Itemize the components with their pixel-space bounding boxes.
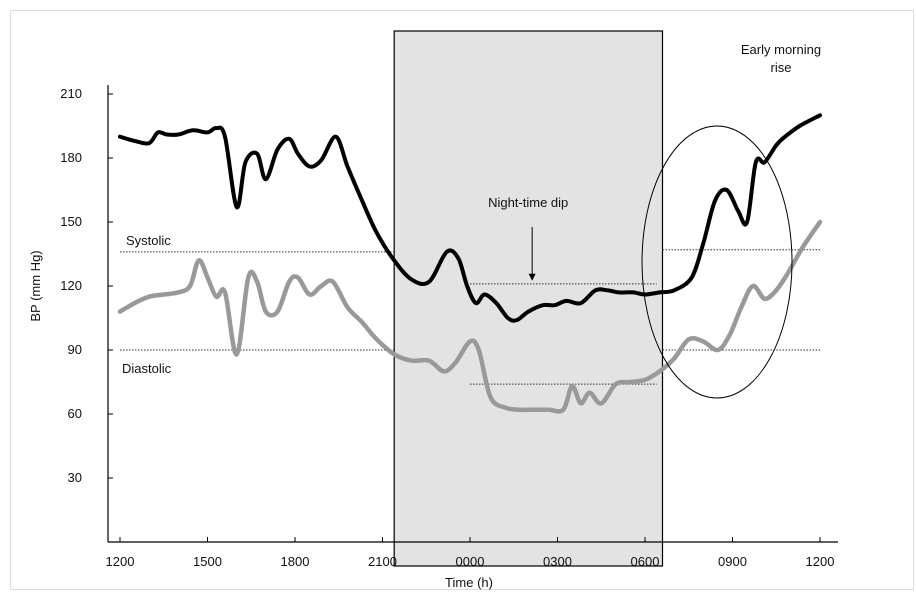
diastolic-series-line bbox=[117, 219, 823, 414]
systolic-series-line bbox=[118, 113, 822, 323]
y-tick-label: 150 bbox=[60, 214, 82, 229]
x-tick-label: 1200 bbox=[106, 554, 135, 569]
y-tick-label: 120 bbox=[60, 278, 82, 293]
axes: 30 60 90 120 150 180 210 1200 1500 1800 2100 0000 03… bbox=[60, 85, 838, 569]
y-tick-label: 210 bbox=[60, 86, 82, 101]
night-time-dip-arrowhead bbox=[528, 273, 536, 281]
diastolic-label: Diastolic bbox=[122, 361, 172, 376]
early-morning-label-line2: rise bbox=[771, 60, 792, 75]
x-tick-label: 1200 bbox=[806, 554, 835, 569]
x-tick-label: 0300 bbox=[543, 554, 572, 569]
early-morning-ellipse bbox=[641, 125, 793, 399]
night-time-dip-label: Night-time dip bbox=[488, 195, 568, 210]
x-tick-label: 0600 bbox=[631, 554, 660, 569]
early-morning-label-line1: Early morning bbox=[741, 42, 821, 57]
x-tick-label: 2100 bbox=[368, 554, 397, 569]
x-tick-label: 1800 bbox=[281, 554, 310, 569]
y-axis-title: BP (mm Hg) bbox=[28, 250, 43, 321]
y-tick-label: 30 bbox=[68, 470, 82, 485]
night-period-shading bbox=[393, 30, 664, 567]
x-tick-label: 1500 bbox=[193, 554, 222, 569]
y-tick-label: 180 bbox=[60, 150, 82, 165]
systolic-label: Systolic bbox=[126, 233, 171, 248]
x-tick-label: 0000 bbox=[456, 554, 485, 569]
series-layer bbox=[117, 113, 823, 414]
x-axis-title: Time (h) bbox=[445, 575, 493, 590]
y-tick-label: 90 bbox=[68, 342, 82, 357]
x-tick-label: 0900 bbox=[718, 554, 747, 569]
annotations: Night-time dip Early morning rise bbox=[488, 42, 821, 399]
y-tick-label: 60 bbox=[68, 406, 82, 421]
reference-lines: Systolic Diastolic bbox=[120, 233, 820, 385]
